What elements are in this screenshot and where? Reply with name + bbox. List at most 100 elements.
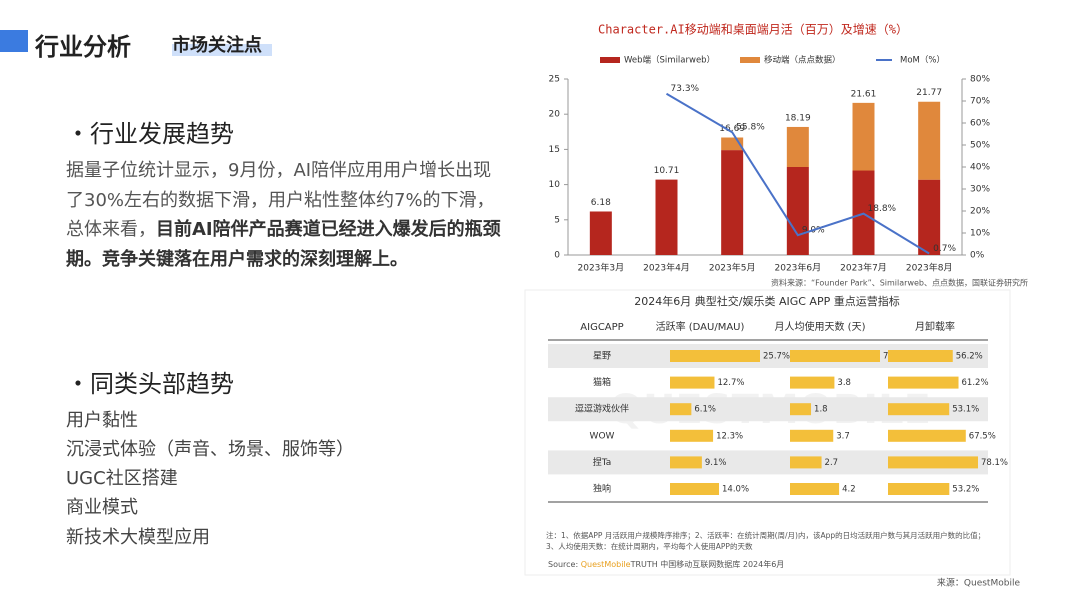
chart-title: Character.AI移动端和桌面端月活（百万）及增速（%） xyxy=(598,23,908,37)
total-label: 21.61 xyxy=(851,89,877,99)
paragraph: 据量子位统计显示，9月份，AI陪伴应用用户增长出现了30%左右的数据下滑，用户粘… xyxy=(66,156,506,274)
y2-tick-label: 80% xyxy=(970,75,990,85)
bar xyxy=(655,179,678,255)
line-label: 73.3% xyxy=(671,84,700,94)
y2-tick-label: 30% xyxy=(970,185,990,195)
tab-highlight xyxy=(172,44,272,56)
line-label: 18.8% xyxy=(868,204,897,214)
total-label: 16.69 xyxy=(719,124,745,134)
legend-label: 移动端（点点数据） xyxy=(764,55,841,66)
total-label: 18.19 xyxy=(785,113,811,123)
y2-tick-label: 20% xyxy=(970,207,990,217)
paragraph-bold: 目前AI陪伴产品赛道已经进入爆发后的瓶颈期。竞争关键落在用户需求的深刻理解上。 xyxy=(66,219,501,270)
cell-value: 6.1% xyxy=(694,405,716,415)
cell-value: 4.2 xyxy=(842,485,856,495)
cell-bar xyxy=(888,456,978,469)
bar xyxy=(852,102,875,171)
x-tick-label: 2023年7月 xyxy=(840,262,887,274)
cell-bar xyxy=(790,429,834,442)
line-label: 55.8% xyxy=(736,123,765,133)
cell-bar xyxy=(670,403,692,416)
cell-value: 53.2% xyxy=(952,485,979,495)
table-source: Source: QuestMobileTRUTH 中国移动互联网数据库 2024… xyxy=(548,559,784,569)
cell-bar xyxy=(888,483,950,495)
legend-swatch xyxy=(600,57,620,63)
x-tick-label: 2023年4月 xyxy=(643,262,690,274)
y-tick-label: 25 xyxy=(549,75,560,85)
table-header: 月人均使用天数 (天) xyxy=(775,320,866,333)
table-note: 注：1、依据APP 月活跃用户规模降序排序；2、活跃率：在统计周期(周/月)内，… xyxy=(546,531,986,551)
x-tick-label: 2023年8月 xyxy=(906,262,953,274)
footer-source: 来源：QuestMobile xyxy=(937,578,1021,589)
y2-tick-label: 60% xyxy=(970,119,990,129)
cell-bar xyxy=(790,350,880,362)
y2-tick-label: 50% xyxy=(970,141,990,151)
legend-label: MoM（%） xyxy=(900,55,945,66)
cell-bar xyxy=(888,376,959,389)
cell-bar xyxy=(670,483,720,495)
total-label: 10.71 xyxy=(654,166,680,176)
source-brand: QuestMobile xyxy=(581,560,631,569)
bar xyxy=(721,150,744,255)
app-name: 逗逗游戏伙伴 xyxy=(575,403,629,415)
x-tick-label: 2023年6月 xyxy=(775,262,822,274)
list-item: 新技术大模型应用 xyxy=(66,527,210,548)
cell-value: 14.0% xyxy=(722,485,749,495)
cell-value: 12.3% xyxy=(716,431,743,441)
cell-bar xyxy=(670,456,702,469)
legend-swatch xyxy=(740,57,760,63)
app-name: 猫箱 xyxy=(593,376,611,388)
cell-bar xyxy=(670,429,714,442)
y-tick-label: 20 xyxy=(549,110,561,120)
cell-bar xyxy=(790,483,840,495)
header-tab: 市场关注点 xyxy=(172,35,262,56)
cell-bar xyxy=(790,403,812,416)
legend-label: Web端（Similarweb） xyxy=(624,55,715,66)
header-marker xyxy=(0,30,28,52)
cell-value: 53.1% xyxy=(952,405,979,415)
app-name: WOW xyxy=(590,431,615,441)
app-name: 星野 xyxy=(593,351,611,362)
cell-value: 3.7 xyxy=(836,431,850,441)
list-item: 沉浸式体验（声音、场景、服饰等） xyxy=(66,439,354,460)
cell-value: 1.8 xyxy=(814,405,828,415)
section-heading: ・行业发展趋势 xyxy=(66,120,234,148)
table-header: 活跃率 (DAU/MAU) xyxy=(656,320,745,333)
y-tick-label: 15 xyxy=(549,145,560,155)
table-header: 月卸载率 xyxy=(915,320,955,333)
y2-tick-label: 10% xyxy=(970,229,990,239)
cell-bar xyxy=(888,350,953,362)
cell-value: 9.1% xyxy=(705,458,727,468)
line-label: 0.7% xyxy=(933,244,956,254)
cell-value: 67.5% xyxy=(969,431,996,441)
y-tick-label: 10 xyxy=(549,180,561,190)
total-label: 6.18 xyxy=(591,198,611,208)
cell-bar xyxy=(670,350,760,362)
y2-tick-label: 40% xyxy=(970,163,990,173)
paragraph-text: 据量子位统计显示，9月份，AI陪伴应用用户增长出现了30%左右的数据下滑，用户粘… xyxy=(66,160,495,240)
line xyxy=(665,92,930,255)
bar xyxy=(786,126,809,167)
cell-value: 2.7 xyxy=(825,458,839,468)
source-prefix: Source: xyxy=(548,560,578,569)
cell-value: 56.2% xyxy=(956,352,983,362)
chart-source: 资料来源：“Founder Park”、Similarweb、点点数据，国联证券… xyxy=(771,278,1028,288)
bar xyxy=(589,211,612,255)
cell-value: 25.7% xyxy=(763,352,790,362)
app-name: 独响 xyxy=(593,483,611,495)
app-name: 捏Ta xyxy=(593,456,612,468)
cell-value: 61.2% xyxy=(962,378,989,388)
cell-bar xyxy=(888,429,966,442)
x-tick-label: 2023年5月 xyxy=(709,262,756,274)
y-tick-label: 0 xyxy=(554,251,560,261)
cell-bar xyxy=(790,376,835,389)
table-note-box: 注：1、依据APP 月活跃用户规模降序排序；2、活跃率：在统计周期(周/月)内，… xyxy=(546,531,986,551)
source-rest: TRUTH 中国移动互联网数据库 2024年6月 xyxy=(630,559,785,569)
cell-bar xyxy=(670,376,715,389)
y2-tick-label: 0% xyxy=(970,251,985,261)
table-header: AIGCAPP xyxy=(580,322,623,333)
list-item: UGC社区搭建 xyxy=(66,468,178,489)
cell-value: 3.8 xyxy=(837,378,851,388)
total-label: 21.77 xyxy=(916,88,942,98)
